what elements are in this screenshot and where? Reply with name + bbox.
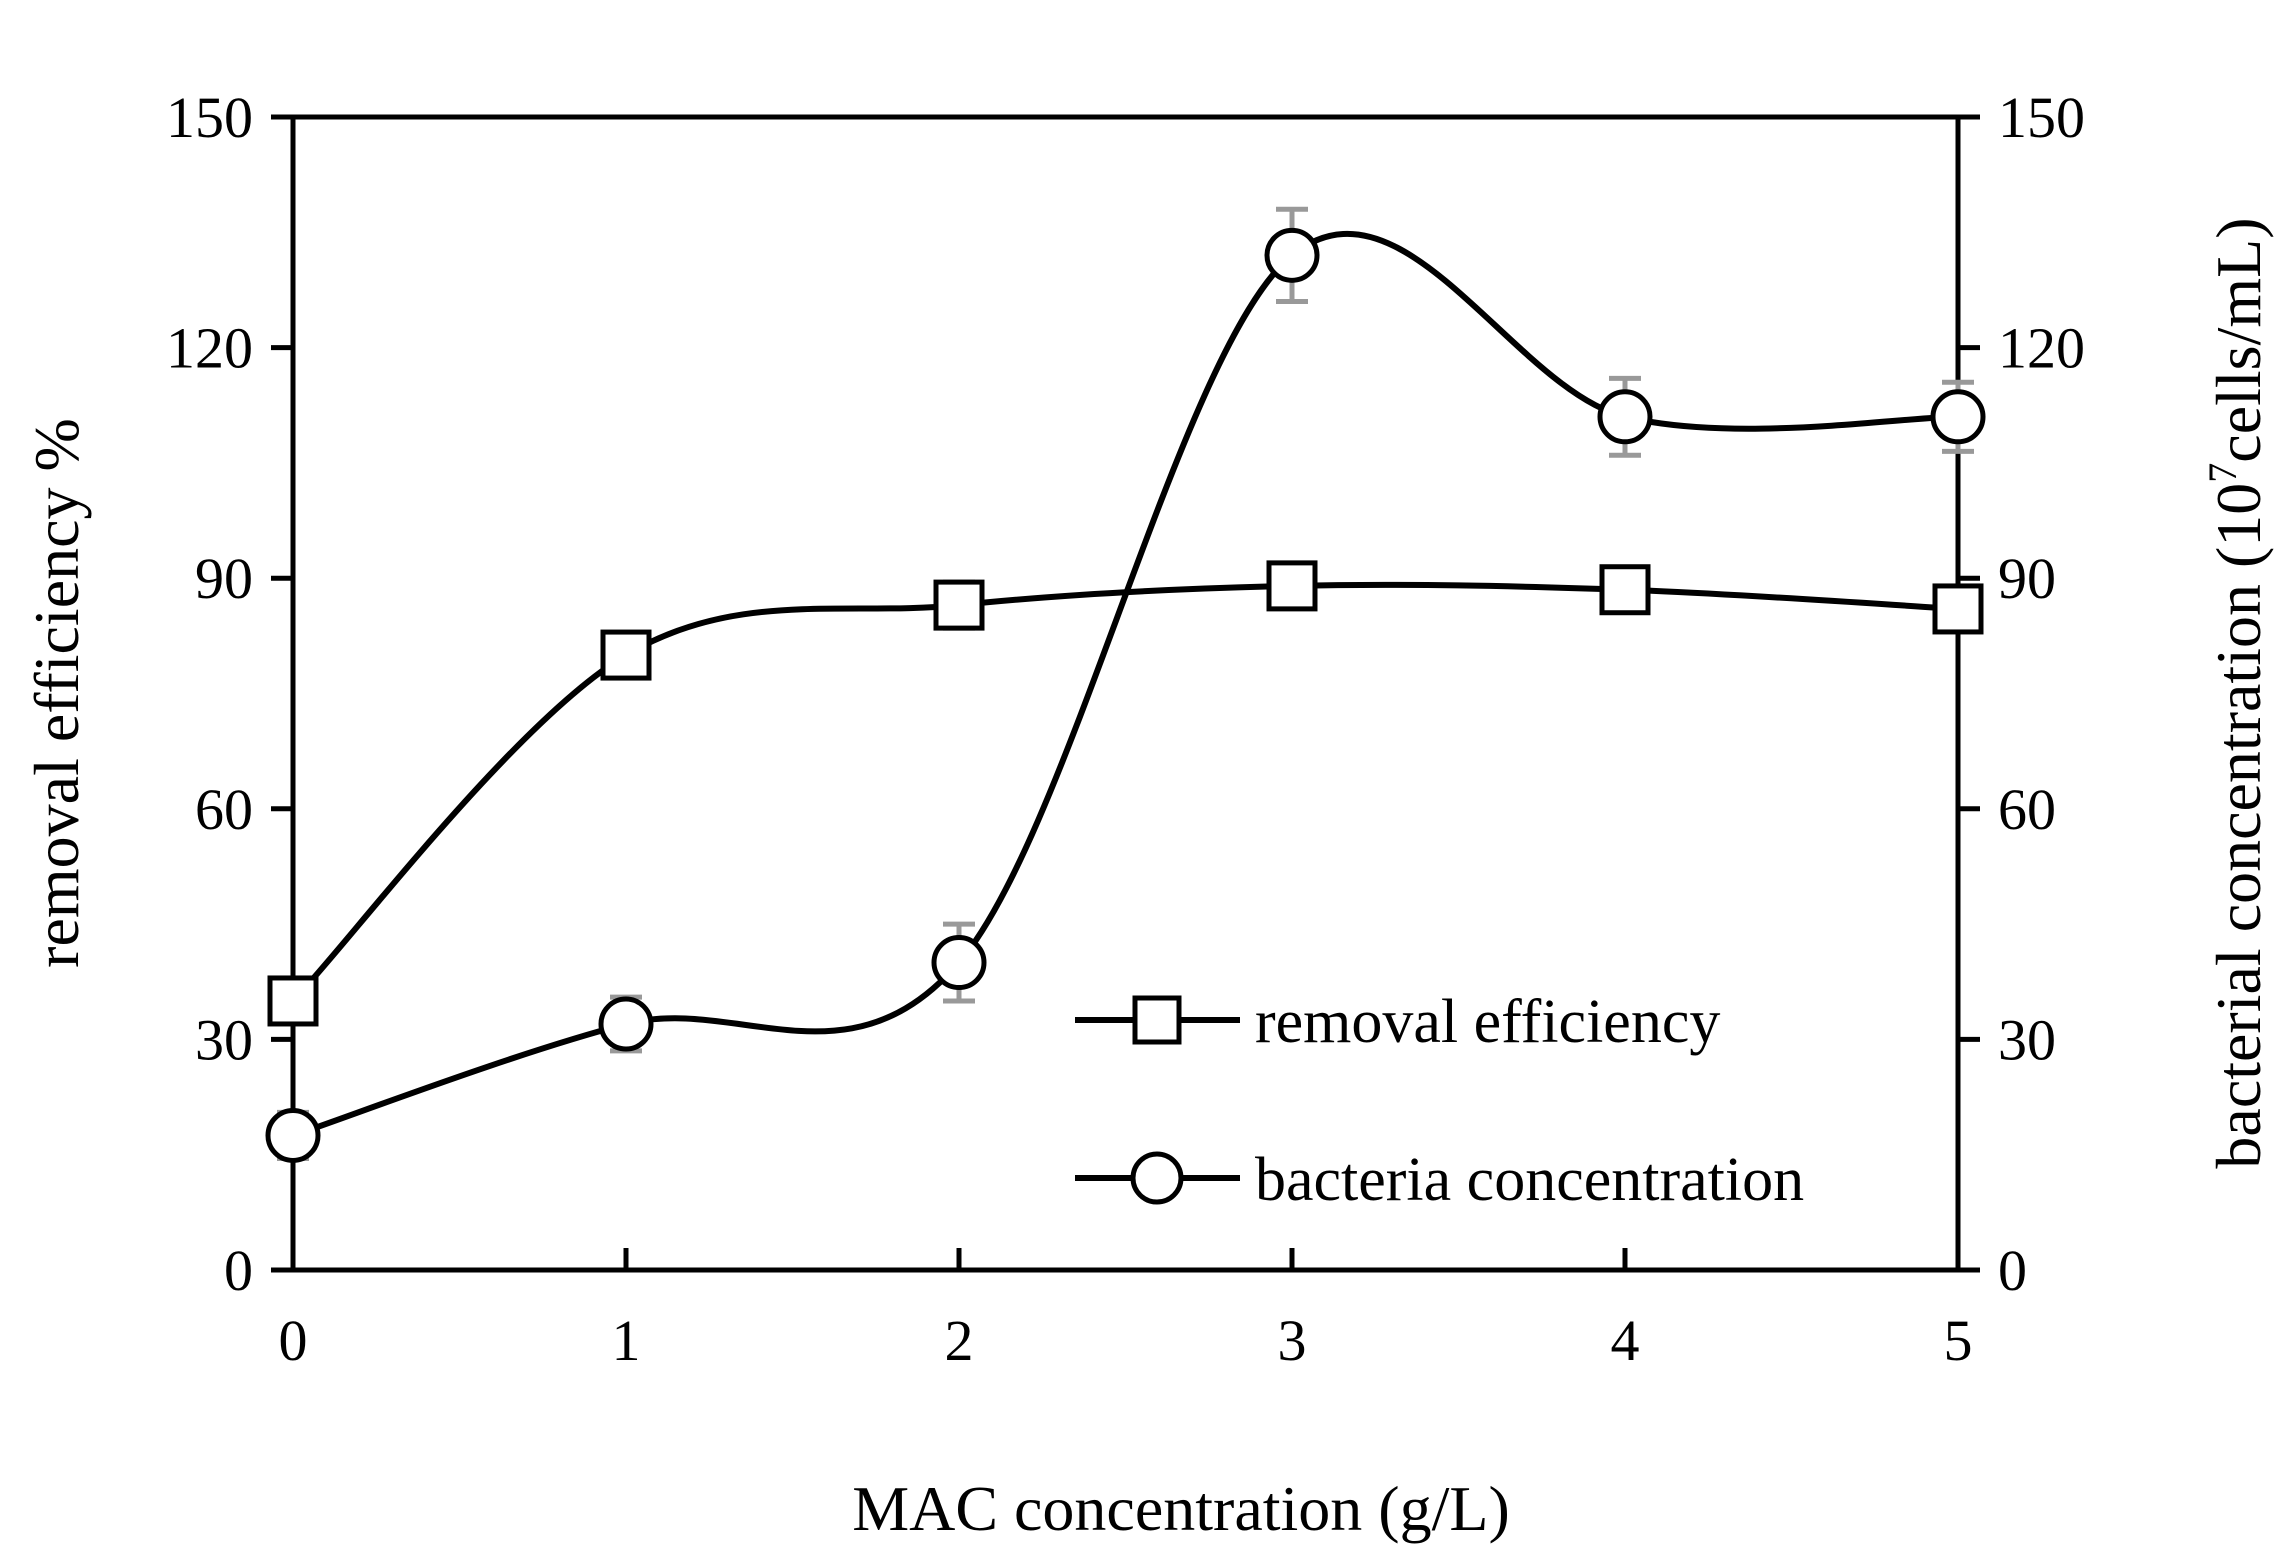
data-point-square (933, 579, 985, 631)
data-point-circle (598, 996, 654, 1052)
y2-tick-label: 150 (1998, 85, 2085, 150)
y2-axis-title-superscript: 7 (2200, 463, 2245, 483)
y-axis-title: removal efficiency % (21, 418, 92, 968)
y-tick-label: 30 (195, 1007, 253, 1072)
plot-frame (290, 114, 1961, 1273)
y2-tick-label: 30 (1998, 1007, 2056, 1072)
y2-tick-label: 60 (1998, 777, 2056, 842)
x-tick-label: 1 (612, 1308, 641, 1373)
x-tick-label: 0 (279, 1308, 308, 1373)
data-point-circle (931, 935, 987, 991)
series-removal-efficiency (267, 560, 1984, 1027)
y2-axis-title-prefix: bacterial concentration (10 (2203, 483, 2274, 1169)
series-bacteria-concentration (265, 206, 1986, 1163)
legend-marker-square (1132, 995, 1182, 1045)
data-point-circle (1930, 389, 1986, 445)
legend-label-bacteria-concentration: bacteria concentration (1255, 1146, 1804, 1214)
y-tick-label: 90 (195, 546, 253, 611)
series-layer (265, 206, 1986, 1163)
y-tick-label: 60 (195, 777, 253, 842)
data-point-square (1599, 564, 1651, 616)
y-tick-label: 150 (166, 85, 253, 150)
y2-tick-label: 120 (1998, 316, 2085, 381)
data-point-square (1266, 560, 1318, 612)
y2-tick-label: 90 (1998, 546, 2056, 611)
y2-tick-label: 0 (1998, 1238, 2027, 1303)
legend: removal efficiency bacteria concentratio… (1075, 988, 1804, 1214)
y2-axis-title: bacterial concentration (107cells/mL) (2200, 217, 2274, 1168)
legend-label-removal-efficiency: removal efficiency (1255, 988, 1720, 1056)
data-point-circle (1264, 227, 1320, 283)
x-tick-label: 5 (1944, 1308, 1973, 1373)
x-tick-label: 3 (1278, 1308, 1307, 1373)
data-point-circle (265, 1107, 321, 1163)
x-tick-label: 2 (945, 1308, 974, 1373)
data-point-square (267, 975, 319, 1027)
y-tick-label: 120 (166, 316, 253, 381)
data-point-circle (1597, 389, 1653, 445)
series-line (290, 581, 1959, 1004)
x-tick-label: 4 (1611, 1308, 1640, 1373)
data-point-square (1932, 583, 1984, 635)
y-tick-label: 0 (224, 1238, 253, 1303)
x-axis-title: MAC concentration (g/L) (852, 1473, 1510, 1544)
data-point-square (600, 629, 652, 681)
legend-marker-circle (1130, 1151, 1184, 1205)
y2-axis-title-suffix: cells/mL) (2203, 217, 2274, 462)
